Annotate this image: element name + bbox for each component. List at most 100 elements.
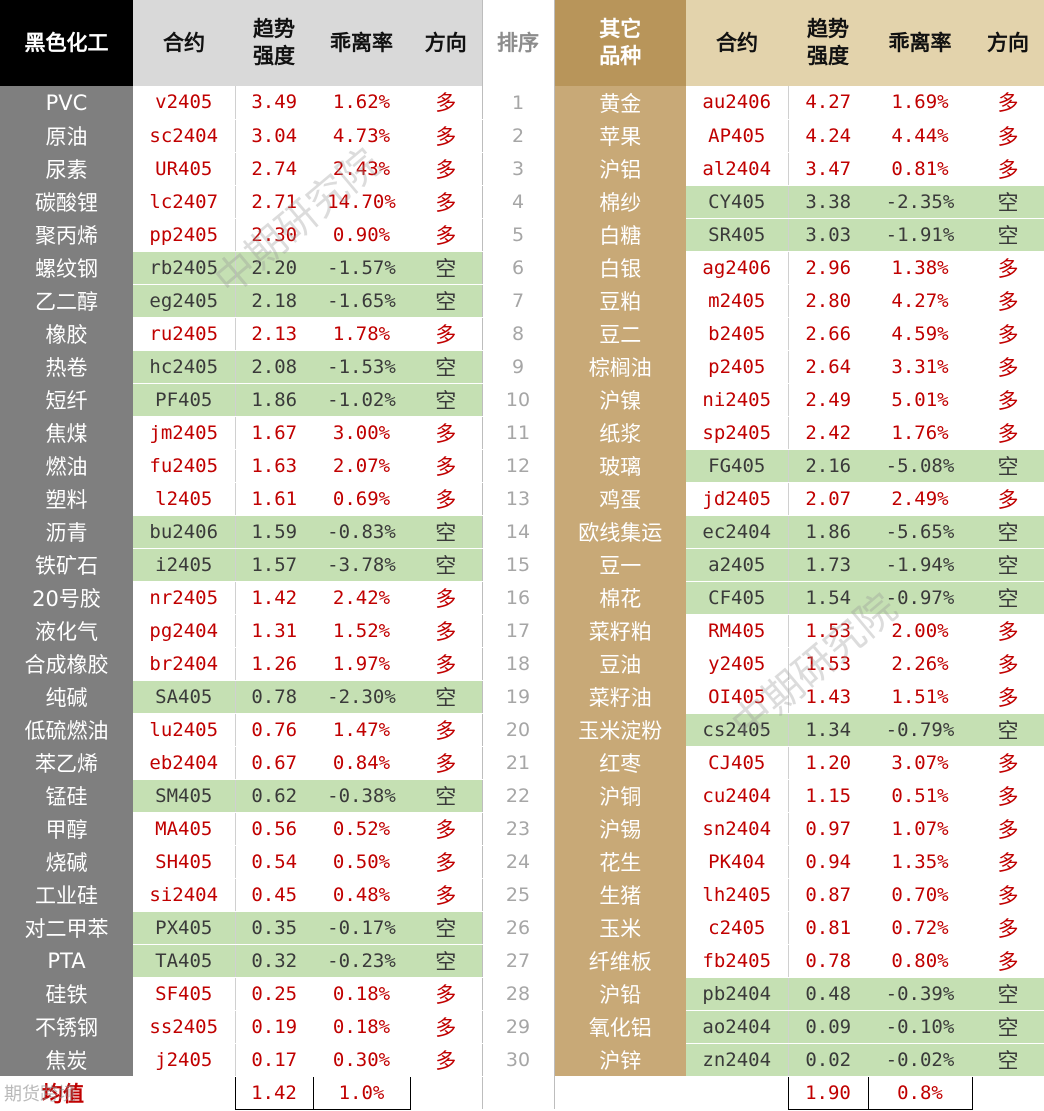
- right-direction: 空: [972, 581, 1044, 615]
- left-commodity-name: 橡胶: [0, 317, 133, 350]
- left-trend-strength: 2.18: [235, 284, 313, 318]
- right-trend-strength: 0.02: [788, 1043, 868, 1077]
- right-deviation-rate: 4.59%: [868, 317, 972, 351]
- right-commodity-name: 豆粕: [554, 284, 686, 317]
- left-commodity-name: 甲醇: [0, 812, 133, 845]
- right-trend-strength: 1.34: [788, 713, 868, 747]
- rank-number: 21: [481, 746, 555, 779]
- left-contract-code: ru2405: [133, 317, 236, 351]
- right-average-deviation: 0.8%: [867, 1075, 973, 1110]
- left-contract-code: br2404: [133, 647, 236, 681]
- right-contract-code: a2405: [686, 548, 789, 582]
- left-deviation-rate: 1.52%: [313, 614, 410, 648]
- right-direction: 多: [972, 86, 1044, 120]
- right-commodity-name: 豆二: [554, 317, 686, 350]
- left-deviation-rate: -1.57%: [313, 251, 410, 285]
- left-contract-code: j2405: [133, 1043, 236, 1077]
- right-contract-code: ec2404: [686, 515, 789, 549]
- left-strength-header: 趋势强度: [235, 0, 313, 86]
- left-contract-code: si2404: [133, 878, 236, 912]
- right-commodity-name: 白银: [554, 251, 686, 284]
- right-contract-code: ag2406: [686, 251, 789, 285]
- right-trend-strength: 1.86: [788, 515, 868, 549]
- left-direction: 多: [410, 1043, 482, 1077]
- left-direction: 多: [410, 581, 482, 615]
- table-row: 低硫燃油 lu2405 0.76 1.47% 多 20 玉米淀粉 cs2405 1.34 -0.7…: [0, 713, 1044, 747]
- left-category-header: 黑色化工: [0, 0, 133, 86]
- left-trend-strength: 1.67: [235, 416, 313, 450]
- rank-number: 15: [481, 548, 555, 581]
- right-commodity-name: 菜籽粕: [554, 614, 686, 647]
- left-deviation-rate: 0.18%: [313, 1010, 410, 1044]
- left-trend-strength: 1.61: [235, 482, 313, 516]
- left-trend-strength: 0.76: [235, 713, 313, 747]
- left-deviation-rate: 14.70%: [313, 185, 410, 219]
- right-direction: 多: [972, 614, 1044, 648]
- right-contract-code: SR405: [686, 218, 789, 252]
- left-direction: 空: [410, 944, 482, 978]
- right-contract-code: zn2404: [686, 1043, 789, 1077]
- left-direction: 多: [410, 317, 482, 351]
- right-direction: 多: [972, 251, 1044, 285]
- right-trend-strength: 0.97: [788, 812, 868, 846]
- left-trend-strength: 1.57: [235, 548, 313, 582]
- right-deviation-rate: -1.94%: [868, 548, 972, 582]
- left-trend-strength: 0.62: [235, 779, 313, 813]
- left-contract-code: lc2407: [133, 185, 236, 219]
- table-row: 纯碱 SA405 0.78 -2.30% 空 19 菜籽油 OI405 1.43 1.51% 多: [0, 680, 1044, 714]
- right-direction: 空: [972, 548, 1044, 582]
- left-commodity-name: 尿素: [0, 152, 133, 185]
- left-deviation-rate: -0.83%: [313, 515, 410, 549]
- left-contract-code: lu2405: [133, 713, 236, 747]
- right-deviation-header: 乖离率: [868, 0, 972, 86]
- left-direction: 空: [410, 779, 482, 813]
- left-commodity-name: 锰硅: [0, 779, 133, 812]
- left-trend-strength: 3.49: [235, 86, 313, 120]
- table-row: 工业硅 si2404 0.45 0.48% 多 25 生猪 lh2405 0.87 0.70% 多: [0, 878, 1044, 912]
- table-row: 热卷 hc2405 2.08 -1.53% 空 9 棕榈油 p2405 2.64 3.31% 多: [0, 350, 1044, 384]
- right-direction: 多: [972, 317, 1044, 351]
- left-trend-strength: 2.20: [235, 251, 313, 285]
- left-deviation-rate: -2.30%: [313, 680, 410, 714]
- right-contract-code: au2406: [686, 86, 789, 120]
- left-deviation-rate: 1.78%: [313, 317, 410, 351]
- right-contract-code: ni2405: [686, 383, 789, 417]
- left-contract-code: pp2405: [133, 218, 236, 252]
- left-commodity-name: 20号胶: [0, 581, 133, 614]
- right-deviation-rate: -0.02%: [868, 1043, 972, 1077]
- left-trend-strength: 2.74: [235, 152, 313, 186]
- right-average-strength: 1.90: [787, 1075, 869, 1110]
- left-contract-header: 合约: [133, 0, 235, 86]
- right-direction: 多: [972, 812, 1044, 846]
- right-deviation-rate: 1.35%: [868, 845, 972, 879]
- right-deviation-rate: 1.51%: [868, 680, 972, 714]
- left-direction: 多: [410, 218, 482, 252]
- right-direction: 多: [972, 350, 1044, 384]
- right-contract-code: CF405: [686, 581, 789, 615]
- left-trend-strength: 1.63: [235, 449, 313, 483]
- right-direction: 多: [972, 647, 1044, 681]
- left-deviation-header: 乖离率: [313, 0, 410, 86]
- left-contract-code: fu2405: [133, 449, 236, 483]
- left-trend-strength: 1.59: [235, 515, 313, 549]
- left-contract-code: pg2404: [133, 614, 236, 648]
- left-direction: 空: [410, 383, 482, 417]
- right-trend-strength: 2.66: [788, 317, 868, 351]
- right-commodity-name: 红枣: [554, 746, 686, 779]
- rank-number: 19: [481, 680, 555, 713]
- right-deviation-rate: 1.69%: [868, 86, 972, 120]
- rank-number: 5: [481, 218, 555, 251]
- right-commodity-name: 玉米: [554, 911, 686, 944]
- right-direction: 空: [972, 218, 1044, 252]
- right-commodity-name: 白糖: [554, 218, 686, 251]
- right-trend-strength: 2.96: [788, 251, 868, 285]
- right-contract-code: cs2405: [686, 713, 789, 747]
- left-commodity-name: 沥青: [0, 515, 133, 548]
- left-commodity-name: 焦炭: [0, 1043, 133, 1076]
- rank-number: 27: [481, 944, 555, 977]
- right-deviation-rate: -5.65%: [868, 515, 972, 549]
- right-commodity-name: 苹果: [554, 119, 686, 152]
- left-deviation-rate: -0.23%: [313, 944, 410, 978]
- left-direction: 多: [410, 647, 482, 681]
- right-commodity-name: 玻璃: [554, 449, 686, 482]
